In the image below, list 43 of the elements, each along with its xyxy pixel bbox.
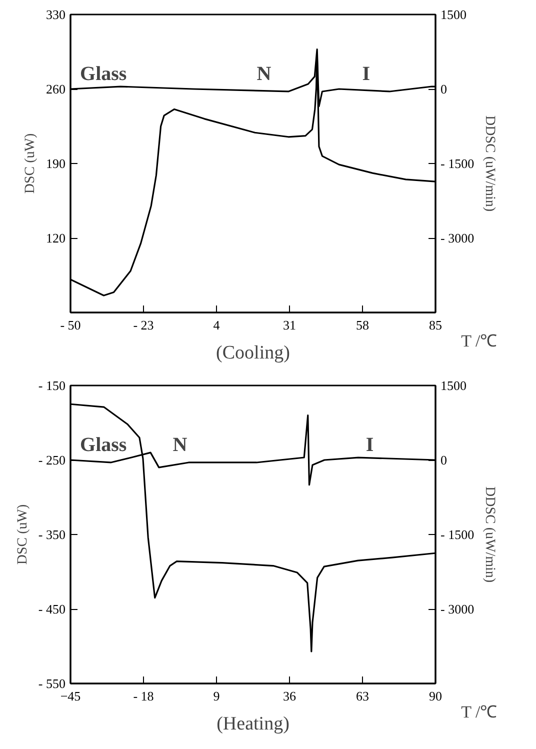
y-tick-label: - 550 [38,676,66,691]
y2-tick-label: 1500 [440,378,466,393]
text: (Heating) [216,714,290,734]
x-tick-label: 63 [356,688,369,704]
annotation: Glass [80,63,127,86]
y-axis-title: DSC (uW) [23,133,38,194]
text: (Cooling) [216,342,290,364]
y2-tick-label: - 3000 [440,230,474,246]
y2-axis-title: DDSC (uW/min) [482,115,498,212]
y-tick-label: - 250 [38,452,66,468]
annotation: N [256,63,272,86]
y2-axis-title: DDSC (uW/min) [482,486,498,583]
x-tick-label: 90 [429,688,442,704]
x-tick-label: - 50 [60,318,81,332]
x-tick-label: 85 [429,318,442,332]
x-tick-label: 4 [213,318,220,332]
y-tick-label: 330 [46,7,66,22]
y2-tick-label: - 1500 [440,156,474,171]
y2-tick-label: - 1500 [440,527,474,542]
y-tick-label: 190 [46,156,66,171]
x-tick-label: 9 [213,688,220,704]
annotation: N [172,434,188,456]
y-tick-label: - 450 [38,602,66,616]
x-axis-title: T /℃ [461,702,498,722]
y2-tick-label: - 3000 [440,602,474,616]
y-tick-label: 260 [46,82,66,96]
annotation: I [366,434,374,456]
annotation: I [362,63,370,86]
y-tick-label: - 350 [38,527,66,542]
x-tick-label: 58 [356,318,369,332]
y-tick-label: - 150 [38,378,66,393]
x-tick-label: - 18 [133,688,154,704]
y2-tick-label: 1500 [440,7,466,22]
y2-tick-label: 0 [440,82,447,96]
y-tick-label: 120 [46,230,66,246]
annotation: Glass [80,434,127,456]
y-axis-title: DSC (uW) [15,504,30,565]
x-tick-label: 36 [283,688,296,704]
x-axis-title: T /℃ [461,332,498,350]
x-tick-label: - 23 [133,318,154,332]
x-tick-label: 31 [283,318,296,332]
x-tick-label: −45 [60,688,81,704]
y2-tick-label: 0 [440,452,447,468]
